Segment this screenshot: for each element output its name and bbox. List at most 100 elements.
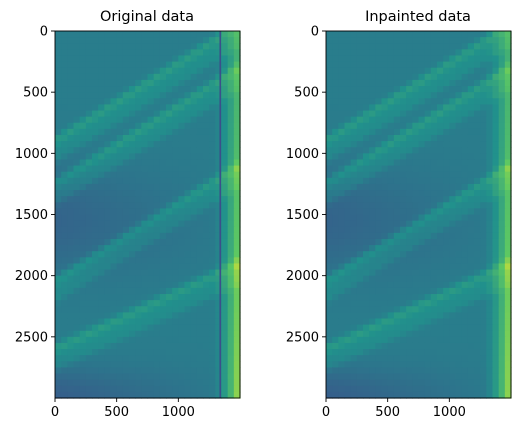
heatmap-cell (430, 226, 438, 234)
heatmap-cell (443, 98, 450, 105)
heatmap-cell (166, 324, 173, 332)
heatmap-cell (350, 349, 358, 356)
heatmap-cell (135, 214, 142, 222)
heatmap-cell (437, 165, 444, 173)
heatmap-cell (196, 281, 204, 289)
heatmap-cell (215, 355, 223, 362)
heatmap-cell (480, 128, 487, 136)
heatmap-cell (147, 324, 155, 332)
heatmap-cell (190, 55, 198, 63)
heatmap-cell (98, 31, 105, 38)
heatmap-cell (498, 61, 506, 69)
heatmap-cell (92, 49, 99, 57)
heatmap-cell (61, 294, 68, 301)
heatmap-cell (196, 391, 204, 399)
heatmap-cell (98, 269, 105, 277)
heatmap-cell (412, 134, 420, 142)
heatmap-cell (116, 306, 124, 313)
heatmap-cell (73, 67, 81, 75)
heatmap-cell (55, 141, 62, 148)
heatmap-cell (375, 128, 383, 136)
heatmap-cell (350, 67, 358, 75)
heatmap-cell (412, 165, 420, 173)
heatmap-cell (504, 361, 512, 369)
heatmap-cell (104, 312, 112, 320)
heatmap-cell (369, 391, 376, 399)
heatmap-cell (344, 312, 352, 320)
heatmap-cell (135, 73, 142, 81)
heatmap-cell (79, 245, 87, 252)
heatmap-cell (326, 251, 333, 258)
heatmap-cell (356, 122, 364, 130)
heatmap-cell (178, 171, 186, 179)
heatmap-cell (418, 226, 426, 234)
heatmap-cell (437, 73, 444, 81)
heatmap-cell (79, 312, 87, 320)
heatmap-cell (104, 367, 112, 375)
heatmap-cell (116, 37, 124, 44)
heatmap-cell (338, 324, 346, 332)
heatmap-cell (227, 171, 235, 179)
heatmap-cell (129, 190, 136, 197)
heatmap-cell (153, 336, 161, 344)
heatmap-cell (480, 92, 487, 99)
heatmap-cell (492, 269, 500, 277)
heatmap-cell (369, 141, 376, 148)
heatmap-cell (92, 263, 99, 271)
heatmap-cell (474, 92, 481, 99)
heatmap-cell (455, 367, 463, 375)
heatmap-cell (221, 269, 229, 277)
heatmap-cell (498, 275, 506, 283)
heatmap-cell (455, 159, 463, 167)
heatmap-cell (129, 300, 136, 307)
heatmap-cell (55, 98, 62, 105)
heatmap-cell (363, 49, 370, 57)
heatmap-cell (332, 67, 339, 75)
heatmap-cell (178, 281, 186, 289)
heatmap-cell (159, 177, 167, 185)
heatmap-cell (196, 312, 204, 320)
heatmap-cell (356, 208, 364, 216)
heatmap-cell (332, 275, 339, 283)
heatmap-cell (369, 361, 376, 369)
heatmap-cell (147, 159, 155, 167)
heatmap-cell (461, 104, 469, 112)
heatmap-cell (430, 165, 438, 173)
heatmap-cell (338, 196, 346, 203)
heatmap-cell (400, 214, 407, 222)
heatmap-cell (486, 43, 494, 50)
heatmap-cell (467, 373, 475, 381)
heatmap-cell (424, 86, 432, 93)
heatmap-cell (480, 61, 487, 69)
heatmap-cell (67, 336, 75, 344)
heatmap-cell (215, 104, 223, 112)
heatmap-cell (443, 238, 450, 246)
heatmap-cell (332, 214, 339, 222)
heatmap-cell (486, 342, 494, 350)
heatmap-cell (55, 147, 62, 154)
heatmap-cell (203, 251, 210, 258)
heatmap-cell (178, 300, 186, 307)
heatmap-cell (449, 55, 457, 63)
heatmap-cell (418, 238, 426, 246)
heatmap-cell (424, 275, 432, 283)
heatmap-cell (369, 367, 376, 375)
heatmap-cell (486, 37, 494, 44)
heatmap-cell (400, 104, 407, 112)
heatmap-cell (159, 281, 167, 289)
heatmap-cell (159, 214, 167, 222)
heatmap-cell (141, 116, 149, 124)
heatmap-cell (221, 373, 229, 381)
heatmap-cell (55, 361, 62, 369)
heatmap-cell (196, 122, 204, 130)
heatmap-cell (172, 373, 179, 381)
heatmap-cell (184, 177, 192, 185)
heatmap-cell (344, 208, 352, 216)
heatmap-cell (141, 196, 149, 203)
heatmap-cell (326, 294, 333, 301)
heatmap-cell (504, 141, 512, 148)
heatmap-cell (85, 287, 93, 295)
heatmap-cell (498, 165, 506, 173)
heatmap-cell (166, 141, 173, 148)
heatmap-cell (215, 336, 223, 344)
